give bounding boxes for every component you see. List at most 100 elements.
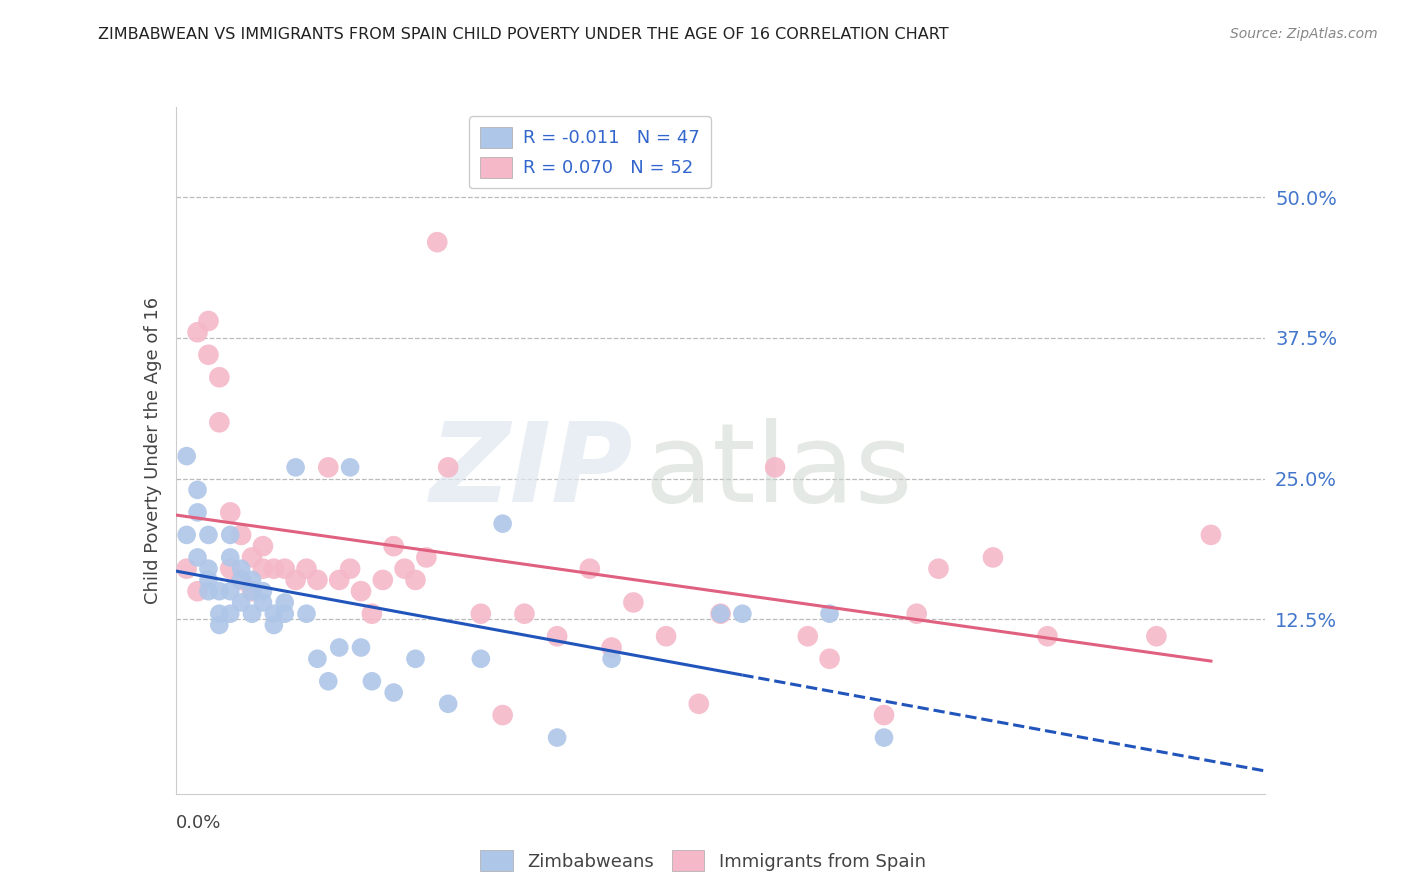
Legend: Zimbabweans, Immigrants from Spain: Zimbabweans, Immigrants from Spain bbox=[472, 843, 934, 879]
Point bbox=[263, 607, 285, 621]
Point bbox=[219, 584, 242, 599]
Point bbox=[240, 573, 263, 587]
Point bbox=[873, 708, 896, 723]
Point bbox=[360, 607, 382, 621]
Point bbox=[197, 584, 219, 599]
Point bbox=[818, 607, 841, 621]
Point bbox=[382, 685, 405, 699]
Point bbox=[197, 573, 219, 587]
Point bbox=[307, 573, 329, 587]
Point bbox=[655, 629, 678, 643]
Point bbox=[284, 573, 307, 587]
Point bbox=[688, 697, 710, 711]
Point bbox=[470, 652, 492, 666]
Point bbox=[905, 607, 928, 621]
Point bbox=[415, 550, 437, 565]
Point bbox=[231, 573, 253, 587]
Point bbox=[437, 460, 460, 475]
Point bbox=[763, 460, 786, 475]
Point bbox=[208, 584, 231, 599]
Point bbox=[546, 629, 568, 643]
Point bbox=[328, 573, 350, 587]
Point bbox=[186, 325, 209, 339]
Point bbox=[405, 652, 427, 666]
Point bbox=[492, 516, 515, 531]
Point bbox=[546, 731, 568, 745]
Point bbox=[219, 550, 242, 565]
Point bbox=[600, 640, 623, 655]
Point bbox=[1199, 528, 1222, 542]
Point bbox=[621, 595, 644, 609]
Point bbox=[186, 550, 209, 565]
Point bbox=[263, 618, 285, 632]
Point bbox=[1144, 629, 1167, 643]
Point bbox=[492, 708, 515, 723]
Point bbox=[318, 460, 340, 475]
Point bbox=[252, 595, 274, 609]
Point bbox=[394, 562, 416, 576]
Point bbox=[350, 640, 373, 655]
Point bbox=[360, 674, 382, 689]
Point bbox=[470, 607, 492, 621]
Point bbox=[339, 562, 361, 576]
Point bbox=[818, 652, 841, 666]
Point bbox=[240, 550, 263, 565]
Point bbox=[231, 595, 253, 609]
Point bbox=[731, 607, 754, 621]
Point bbox=[197, 348, 219, 362]
Text: 0.0%: 0.0% bbox=[176, 814, 221, 832]
Point bbox=[382, 539, 405, 553]
Point bbox=[186, 584, 209, 599]
Point bbox=[1036, 629, 1059, 643]
Point bbox=[981, 550, 1004, 565]
Point bbox=[252, 584, 274, 599]
Point bbox=[186, 505, 209, 519]
Point bbox=[240, 584, 263, 599]
Point bbox=[186, 483, 209, 497]
Point bbox=[219, 528, 242, 542]
Point bbox=[295, 562, 318, 576]
Point bbox=[600, 652, 623, 666]
Point bbox=[928, 562, 950, 576]
Point bbox=[219, 607, 242, 621]
Point bbox=[240, 584, 263, 599]
Point bbox=[274, 595, 297, 609]
Point bbox=[197, 528, 219, 542]
Point bbox=[240, 607, 263, 621]
Point bbox=[274, 607, 297, 621]
Point bbox=[371, 573, 394, 587]
Point bbox=[208, 607, 231, 621]
Point bbox=[873, 731, 896, 745]
Text: atlas: atlas bbox=[644, 417, 912, 524]
Point bbox=[339, 460, 361, 475]
Text: Source: ZipAtlas.com: Source: ZipAtlas.com bbox=[1230, 27, 1378, 41]
Point bbox=[219, 562, 242, 576]
Point bbox=[231, 528, 253, 542]
Point bbox=[426, 235, 449, 249]
Text: ZIP: ZIP bbox=[430, 417, 633, 524]
Point bbox=[176, 562, 198, 576]
Point bbox=[252, 539, 274, 553]
Point bbox=[405, 573, 427, 587]
Point bbox=[284, 460, 307, 475]
Point bbox=[710, 607, 733, 621]
Y-axis label: Child Poverty Under the Age of 16: Child Poverty Under the Age of 16 bbox=[143, 297, 162, 604]
Point bbox=[231, 562, 253, 576]
Point bbox=[797, 629, 820, 643]
Point bbox=[295, 607, 318, 621]
Point bbox=[208, 370, 231, 384]
Point bbox=[197, 314, 219, 328]
Point bbox=[219, 505, 242, 519]
Point bbox=[350, 584, 373, 599]
Point bbox=[176, 528, 198, 542]
Point bbox=[197, 562, 219, 576]
Point bbox=[307, 652, 329, 666]
Point bbox=[176, 449, 198, 463]
Point bbox=[328, 640, 350, 655]
Point bbox=[513, 607, 536, 621]
Point bbox=[231, 573, 253, 587]
Point bbox=[252, 562, 274, 576]
Point bbox=[208, 618, 231, 632]
Point bbox=[579, 562, 602, 576]
Point bbox=[208, 415, 231, 429]
